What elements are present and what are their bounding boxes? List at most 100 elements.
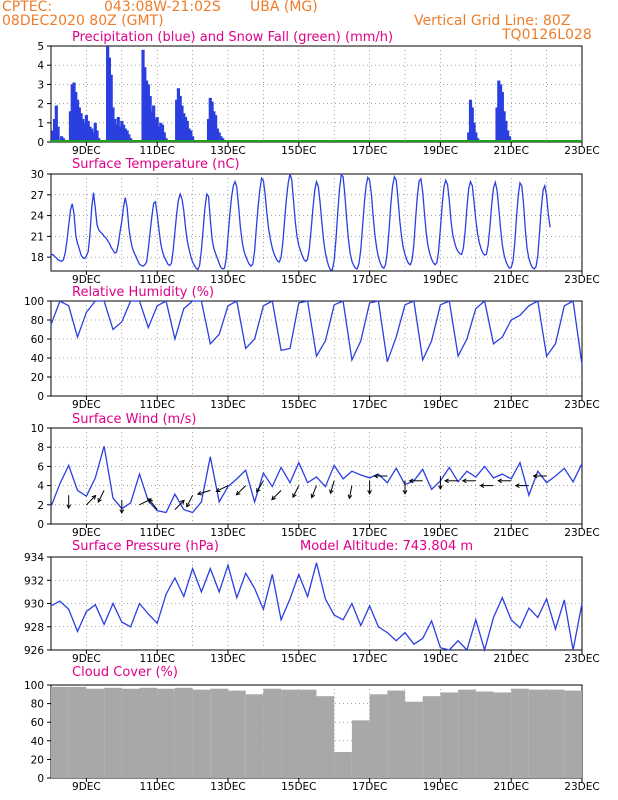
cloud-cover-bar [369, 694, 388, 778]
precipitation-bar [114, 124, 119, 142]
precipitation-bar [146, 84, 150, 142]
precipitation-bar [153, 118, 158, 142]
cloud-cover-bar [86, 688, 105, 778]
precipitation-bar [144, 80, 149, 142]
precipitation-bar [468, 99, 473, 142]
cloud-cover-bar [493, 692, 512, 778]
precipitation-bar [70, 84, 74, 142]
precipitation-bar [176, 88, 181, 142]
y-tick-label: 5 [37, 41, 44, 53]
location-label: UBA (MG) [250, 0, 318, 15]
precipitation-bar [74, 92, 78, 142]
precipitation-bar [116, 117, 120, 142]
precipitation-bar [470, 107, 474, 142]
cloud-cover-bar [564, 690, 582, 778]
precipitation-bar [93, 122, 97, 142]
precipitation-bar [212, 111, 216, 142]
wind-arrow [197, 489, 211, 495]
pressure-title: Surface Pressure (hPa) [72, 539, 219, 554]
precipitation-bar [60, 136, 64, 142]
precipitation-bar [81, 118, 85, 142]
precipitation-bar [88, 126, 92, 142]
precipitation-bar [160, 124, 165, 142]
x-tick-label: 23DEC [564, 145, 599, 157]
x-tick-label: 11DEC [139, 781, 174, 793]
x-tick-label: 15DEC [281, 653, 316, 665]
cloud-cover-bar [281, 689, 299, 778]
run-time-label: 08DEC2020 80Z (GMT) [2, 13, 164, 29]
cloud-cover-bar [546, 689, 565, 778]
x-tick-label: 9DEC [72, 527, 101, 539]
precipitation-bar [150, 111, 154, 142]
x-tick-label: 13DEC [210, 781, 245, 793]
cloud-cover-bar [316, 696, 335, 778]
precipitation-bar [495, 107, 499, 142]
precipitation-bar [141, 49, 145, 143]
y-tick-label: 926 [24, 645, 44, 657]
wind-arrow-head [461, 478, 467, 484]
cloud-cover-bar [51, 686, 69, 778]
y-tick-label: 8 [37, 442, 44, 454]
x-tick-label: 19DEC [423, 145, 458, 157]
x-tick-label: 17DEC [352, 274, 387, 286]
cloud-cover-bar [245, 694, 264, 778]
wind-panel: Surface Wind (m/s) 0 2 4 6 8 10 9DEC 11DEC 13DEC… [31, 412, 600, 539]
wind-arrow [256, 480, 264, 493]
wind-frame [50, 427, 583, 525]
x-tick-label: 11DEC [139, 653, 174, 665]
x-tick-label: 19DEC [423, 274, 458, 286]
cloud-cover-bar [68, 686, 87, 778]
x-tick-label: 21DEC [493, 399, 528, 411]
wind-arrow-head [479, 483, 485, 488]
y-tick-label: 60 [31, 334, 44, 346]
precipitation-bar [106, 46, 110, 142]
wind-arrow-head [514, 483, 520, 488]
y-tick-label: 80 [31, 315, 44, 327]
precipitation-bar [504, 120, 508, 142]
pressure-frame [50, 556, 583, 651]
x-tick-label: 23DEC [564, 527, 599, 539]
cloud-cover-bar [121, 688, 140, 778]
x-tick-label: 15DEC [281, 527, 316, 539]
y-tick-label: 21 [31, 231, 44, 243]
wind-arrow-head [235, 490, 241, 496]
wind-arrow-head [186, 502, 191, 508]
precipitation-bar [210, 101, 214, 142]
humidity-title: Relative Humidity (%) [72, 285, 214, 300]
x-tick-label: 9DEC [72, 274, 101, 286]
y-tick-label: 0 [37, 137, 44, 149]
wind-arrow [348, 485, 353, 499]
y-tick-label: 0 [37, 519, 44, 531]
y-tick-label: 1 [37, 118, 44, 130]
y-tick-label: 100 [24, 680, 44, 692]
precipitation-bar [75, 99, 80, 142]
temperature-panel: Surface Temperature (nC) 18 21 24 27 30 9DEC 1… [31, 157, 600, 286]
wind-arrow-head [310, 493, 316, 499]
x-tick-label: 9DEC [72, 145, 101, 157]
wind-arrow [174, 500, 185, 510]
x-tick-label: 11DEC [139, 527, 174, 539]
wind-arrow-head [444, 478, 449, 484]
precipitation-bar [159, 122, 163, 142]
cloud-title: Cloud Cover (%) [72, 665, 178, 680]
x-tick-label: 17DEC [352, 781, 387, 793]
x-tick-label: 17DEC [352, 527, 387, 539]
wind-arrow-head [408, 478, 414, 484]
precipitation-bar [79, 113, 83, 142]
pressure-panel: Surface Pressure (hPa) Model Altitude: 7… [24, 539, 600, 665]
y-tick-label: 2 [37, 99, 44, 111]
y-tick-label: 0 [37, 391, 44, 403]
y-tick-label: 930 [24, 599, 44, 611]
precipitation-bar [502, 111, 506, 142]
precipitation-bar [91, 132, 96, 142]
y-tick-label: 100 [24, 296, 44, 308]
precipitation-bar [107, 57, 112, 142]
y-tick-label: 4 [37, 481, 44, 493]
precipitation-bar [206, 118, 211, 142]
precipitation-title: Precipitation (blue) and Snow Fall (gree… [72, 30, 393, 45]
x-tick-label: 17DEC [352, 145, 387, 157]
cloud-cover-bar [298, 689, 317, 778]
precipitation-bar [109, 74, 113, 142]
y-tick-label: 20 [31, 754, 44, 766]
precipitation-bar [214, 115, 218, 142]
